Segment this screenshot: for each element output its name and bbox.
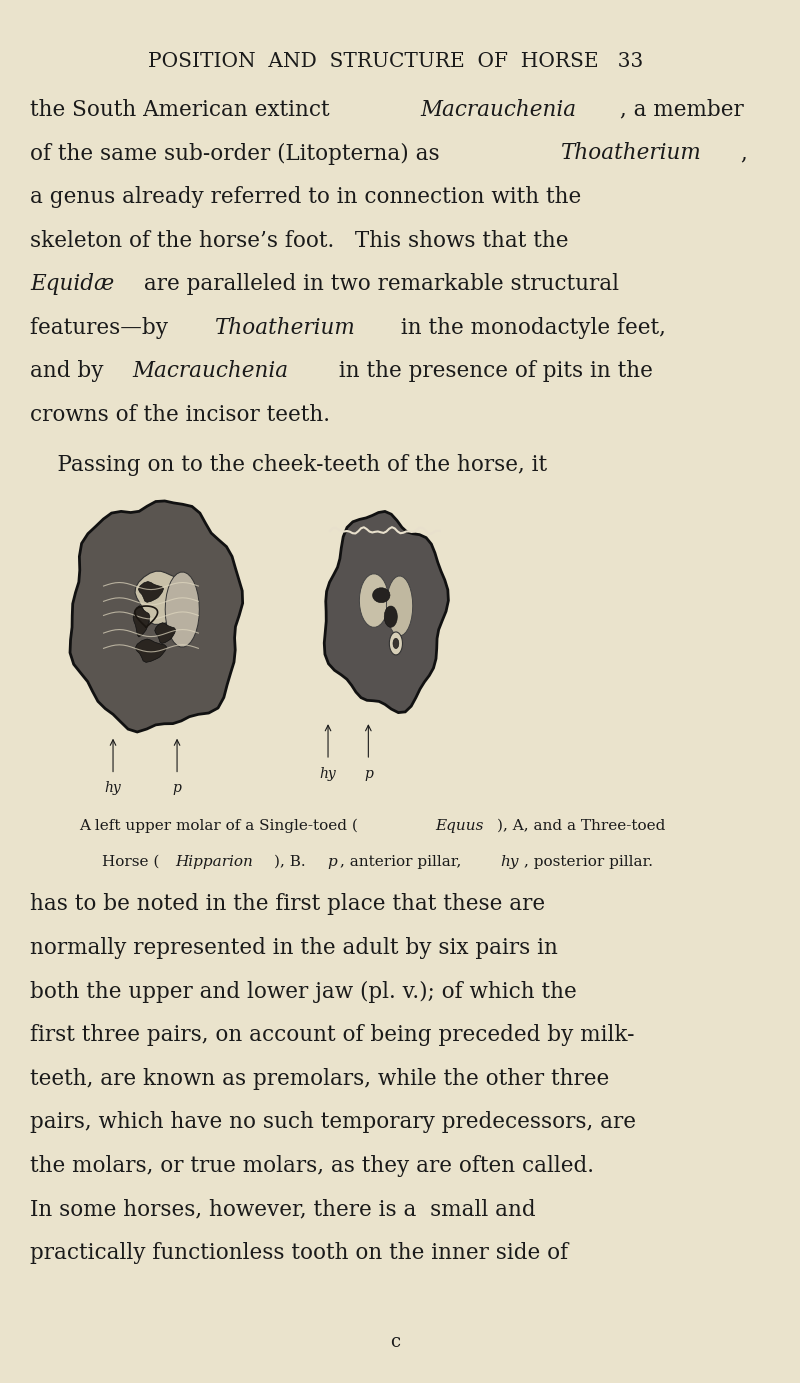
Text: ,: , <box>741 142 747 165</box>
Text: ), B.: ), B. <box>274 855 316 869</box>
Text: Equidæ: Equidæ <box>30 274 114 295</box>
Polygon shape <box>386 577 413 636</box>
Text: Passing on to the cheek-teeth of the horse, it: Passing on to the cheek-teeth of the hor… <box>30 454 547 476</box>
Text: are paralleled in two remarkable structural: are paralleled in two remarkable structu… <box>138 274 619 295</box>
Text: skeleton of the horse’s foot.   This shows that the: skeleton of the horse’s foot. This shows… <box>30 230 569 252</box>
Polygon shape <box>373 588 390 603</box>
Text: ), A, and a Three-toed: ), A, and a Three-toed <box>497 819 665 833</box>
Text: normally represented in the adult by six pairs in: normally represented in the adult by six… <box>30 938 558 958</box>
Polygon shape <box>138 581 163 603</box>
Polygon shape <box>154 622 176 643</box>
Polygon shape <box>135 639 166 662</box>
Text: in the monodactyle feet,: in the monodactyle feet, <box>394 317 666 339</box>
Text: p: p <box>364 766 373 781</box>
Text: Horse (: Horse ( <box>102 855 159 869</box>
Text: p: p <box>173 781 182 795</box>
Polygon shape <box>133 606 150 638</box>
Text: , anterior pillar,: , anterior pillar, <box>339 855 466 869</box>
Polygon shape <box>393 639 399 649</box>
Text: Hipparion: Hipparion <box>175 855 253 869</box>
Text: Equus: Equus <box>434 819 483 833</box>
Text: pairs, which have no such temporary predecessors, are: pairs, which have no such temporary pred… <box>30 1112 636 1133</box>
Polygon shape <box>70 501 242 732</box>
Text: has to be noted in the first place that these are: has to be noted in the first place that … <box>30 893 545 916</box>
Text: the South American extinct: the South American extinct <box>30 100 337 120</box>
Text: , posterior pillar.: , posterior pillar. <box>524 855 653 869</box>
Text: A left upper molar of a Single-toed (: A left upper molar of a Single-toed ( <box>79 819 358 833</box>
Text: A: A <box>155 528 169 546</box>
Text: the molars, or true molars, as they are often called.: the molars, or true molars, as they are … <box>30 1155 594 1177</box>
Text: hy: hy <box>501 855 519 869</box>
Text: practically functionless tooth on the inner side of: practically functionless tooth on the in… <box>30 1242 568 1264</box>
Text: Thoatherium: Thoatherium <box>561 142 702 165</box>
Text: a genus already referred to in connection with the: a genus already referred to in connectio… <box>30 187 582 207</box>
Polygon shape <box>135 571 191 624</box>
Text: Macrauchenia: Macrauchenia <box>421 100 577 120</box>
Text: p: p <box>327 855 337 869</box>
Text: teeth, are known as premolars, while the other three: teeth, are known as premolars, while the… <box>30 1068 610 1090</box>
Text: B: B <box>393 528 406 546</box>
Text: features—by: features—by <box>30 317 175 339</box>
Text: In some horses, however, there is a  small and: In some horses, however, there is a smal… <box>30 1198 536 1220</box>
Text: hy: hy <box>105 781 122 795</box>
Text: Thoatherium: Thoatherium <box>214 317 355 339</box>
Text: and by: and by <box>30 360 110 382</box>
Text: first three pairs, on account of being preceded by milk-: first three pairs, on account of being p… <box>30 1023 634 1046</box>
Text: hy: hy <box>320 766 337 781</box>
Polygon shape <box>324 512 448 712</box>
Text: Macrauchenia: Macrauchenia <box>133 360 289 382</box>
Text: crowns of the incisor teeth.: crowns of the incisor teeth. <box>30 404 330 426</box>
Polygon shape <box>166 573 199 647</box>
Text: in the presence of pits in the: in the presence of pits in the <box>331 360 653 382</box>
Text: , a member: , a member <box>620 100 743 120</box>
Polygon shape <box>384 606 398 628</box>
Text: both the upper and lower jaw (pl. v.); of which the: both the upper and lower jaw (pl. v.); o… <box>30 981 577 1003</box>
Text: of the same sub-order (Litopterna) as: of the same sub-order (Litopterna) as <box>30 142 446 165</box>
Text: POSITION  AND  STRUCTURE  OF  HORSE   33: POSITION AND STRUCTURE OF HORSE 33 <box>147 51 643 71</box>
Text: c: c <box>390 1333 400 1351</box>
Polygon shape <box>359 574 389 628</box>
Polygon shape <box>390 632 402 656</box>
